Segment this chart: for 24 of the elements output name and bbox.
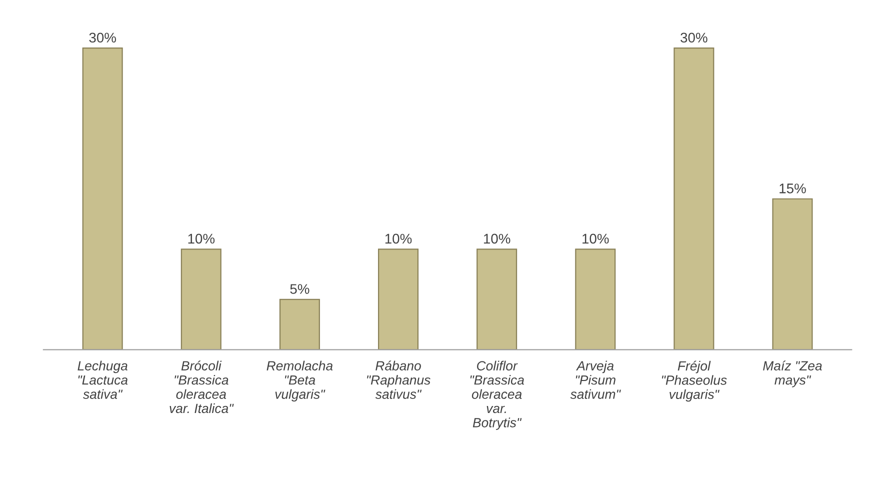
data-label: 5%	[290, 284, 310, 294]
data-label: 10%	[484, 234, 510, 244]
data-label: 15%	[780, 184, 806, 194]
x-tick-label: Maíz "Zea mays"	[763, 360, 822, 388]
bar	[82, 48, 123, 350]
bar	[674, 48, 714, 350]
x-tick-label: Lechuga "Lactuca sativa"	[78, 360, 128, 399]
x-tick-label: Remolacha "Beta vulgaris"	[266, 360, 333, 402]
x-tick-label: Fréjol "Phaseolus vulgaris"	[662, 360, 727, 402]
x-tick-label: Arveja "Pisum sativum"	[570, 360, 621, 399]
bar	[378, 248, 419, 350]
data-label: 30%	[680, 32, 708, 43]
data-label: 10%	[385, 234, 412, 244]
bar	[772, 198, 813, 350]
x-tick-label: Brócoli "Brassica oleracea var. Italica"	[170, 360, 234, 414]
bar	[180, 248, 222, 350]
x-tick-label: Coliflor "Brassica oleracea var. Botrytis"	[470, 360, 524, 430]
data-label: 30%	[89, 32, 116, 43]
bar	[575, 248, 616, 350]
bar	[476, 248, 518, 350]
bar	[279, 298, 320, 350]
data-label: 10%	[582, 234, 609, 244]
data-label: 10%	[188, 234, 215, 244]
x-tick-label: Rábano "Raphanus sativus"	[367, 360, 430, 399]
